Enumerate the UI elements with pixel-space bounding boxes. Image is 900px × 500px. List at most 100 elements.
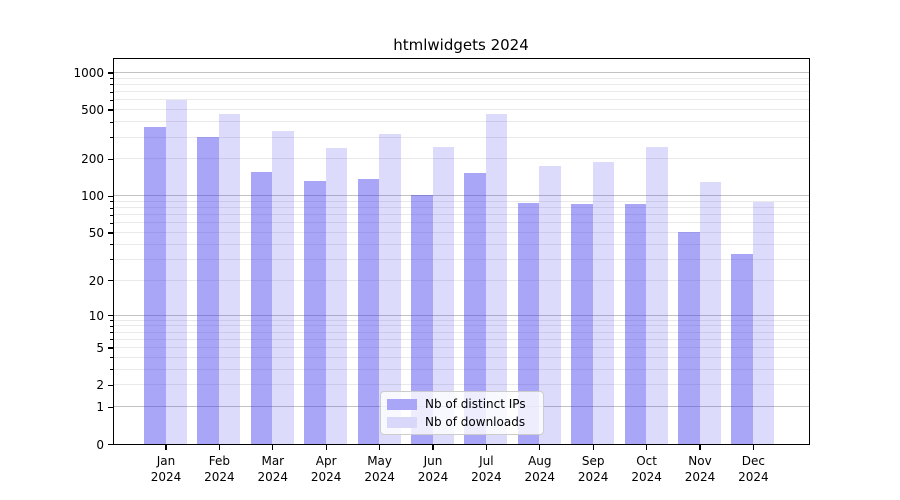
bar-downloads-jun [432, 147, 454, 444]
x-tick-mark [485, 444, 488, 450]
y-minor-tick-mark [110, 222, 113, 224]
legend-label: Nb of distinct IPs [425, 396, 526, 411]
y-tick-label: 100 [81, 189, 104, 204]
bar-downloads-may [379, 133, 401, 444]
y-tick-mark [108, 280, 113, 282]
gridline-minor [114, 243, 809, 245]
bar-ips-oct [624, 204, 647, 444]
bar-ips-jul [464, 173, 486, 444]
y-tick-mark [108, 314, 113, 317]
y-minor-tick-mark [110, 369, 113, 371]
x-tick-label: Dec 2024 [738, 453, 769, 484]
x-tick-mark [378, 444, 381, 450]
gridline-minor [114, 258, 809, 260]
y-minor-tick-mark [110, 84, 113, 86]
legend-item: Nb of distinct IPs [387, 397, 537, 412]
bar-ips-nov [678, 231, 700, 444]
y-minor-tick-mark [110, 137, 113, 139]
bar-ips-aug [517, 202, 540, 444]
gridline-minor [114, 214, 809, 216]
x-tick-mark [272, 444, 274, 450]
x-tick-mark [432, 444, 434, 450]
y-tick-label: 50 [88, 226, 104, 241]
x-tick-label: Oct 2024 [631, 453, 662, 484]
gridline-major [114, 71, 809, 73]
gridline-major [114, 195, 809, 197]
y-tick-mark [108, 232, 113, 234]
gridline-minor [114, 121, 809, 123]
gridline-minor [114, 325, 809, 327]
y-tick-label: 200 [81, 152, 104, 167]
y-minor-tick-mark [110, 91, 113, 93]
x-tick-mark [325, 444, 327, 450]
chart-title: htmlwidgets 2024 [393, 36, 529, 54]
bar-downloads-apr [325, 147, 348, 444]
y-minor-tick-mark [110, 325, 113, 327]
bar-ips-dec [731, 254, 753, 444]
gridline-minor [114, 99, 809, 101]
y-tick-label: 500 [81, 103, 104, 118]
legend-swatch-downloads [387, 416, 417, 428]
y-tick-mark [108, 406, 113, 408]
bar-ips-may [357, 178, 380, 444]
y-tick-mark [108, 347, 113, 349]
gridline-minor [114, 356, 809, 358]
gridline-minor [114, 279, 809, 281]
gridline-minor [114, 158, 809, 160]
x-tick-label: May 2024 [364, 453, 395, 484]
y-tick-mark [108, 109, 113, 111]
y-minor-tick-mark [110, 207, 113, 209]
x-tick-label: Aug 2024 [524, 453, 556, 484]
x-tick-label: Sep 2024 [577, 453, 609, 484]
gridline-minor [114, 77, 809, 79]
legend-item: Nb of downloads [387, 415, 537, 430]
x-tick-mark [218, 444, 221, 450]
x-tick-mark [645, 444, 648, 450]
gridline-minor [114, 136, 809, 138]
y-tick-label: 10 [88, 308, 104, 323]
bar-ips-feb [197, 137, 219, 444]
y-tick-label: 1 [96, 400, 104, 415]
legend: Nb of distinct IPs Nb of downloads [380, 391, 544, 435]
bar-ips-jan [144, 126, 166, 444]
y-minor-tick-mark [110, 78, 113, 80]
gridline-minor [114, 232, 809, 234]
x-tick-label: Jan 2024 [150, 453, 182, 484]
bar-downloads-feb [218, 113, 241, 444]
y-minor-tick-mark [110, 214, 113, 216]
y-minor-tick-mark [110, 99, 113, 101]
x-tick-label: Feb 2024 [204, 453, 235, 484]
y-minor-tick-mark [110, 201, 113, 203]
gridline-minor [114, 207, 809, 209]
y-minor-tick-mark [110, 259, 113, 261]
x-tick-label: Jun 2024 [417, 453, 449, 484]
bar-downloads-aug [539, 165, 561, 444]
y-tick-mark [108, 195, 113, 197]
x-tick-mark [699, 444, 701, 450]
gridline-minor [114, 319, 809, 321]
gridline-minor [114, 338, 809, 340]
y-minor-tick-mark [110, 121, 113, 123]
gridline-minor [114, 91, 809, 93]
bar-downloads-jan [165, 99, 187, 444]
gridline-minor [114, 83, 809, 85]
y-tick-label: 0 [96, 437, 104, 452]
bar-ips-jun [411, 195, 433, 444]
gridline-minor [114, 222, 809, 224]
bar-downloads-sep [592, 162, 615, 444]
bar-ips-sep [571, 204, 593, 444]
legend-swatch-ips [387, 398, 417, 410]
x-tick-mark [539, 444, 541, 450]
legend-label: Nb of downloads [425, 414, 526, 429]
bar-ips-mar [250, 172, 273, 444]
x-tick-label: Mar 2024 [257, 453, 289, 484]
x-tick-label: Jul 2024 [471, 453, 502, 484]
y-minor-tick-mark [110, 332, 113, 334]
gridline-minor [114, 200, 809, 202]
y-tick-label: 1000 [73, 65, 104, 80]
bar-ips-apr [304, 181, 326, 444]
bar-downloads-oct [646, 146, 668, 444]
y-tick-mark [108, 384, 113, 387]
bar-downloads-jul [485, 113, 508, 444]
